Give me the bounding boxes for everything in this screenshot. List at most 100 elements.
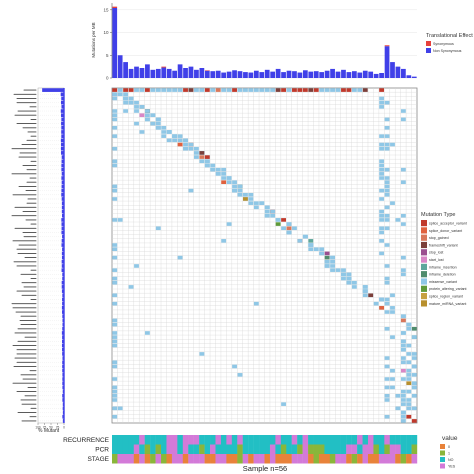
legend-translational-label: Synonymous bbox=[433, 42, 454, 46]
mutation-cell bbox=[341, 276, 346, 281]
mutation-cell bbox=[400, 398, 406, 402]
mutation-cell bbox=[215, 88, 221, 92]
mutation-cell bbox=[335, 268, 341, 272]
mutation-cell bbox=[112, 92, 118, 97]
mutation-cell bbox=[155, 226, 161, 231]
clinical-cell bbox=[188, 454, 194, 464]
mutation-cell bbox=[357, 88, 363, 92]
mutation-cell bbox=[411, 385, 417, 390]
pct-bar bbox=[62, 360, 64, 365]
mutation-cell bbox=[384, 310, 390, 314]
clinical-cell bbox=[259, 444, 265, 454]
mutation-cell bbox=[406, 322, 412, 327]
legend-mutation-swatch bbox=[421, 249, 427, 256]
clinical-cell bbox=[411, 435, 418, 445]
mutation-cell bbox=[177, 138, 183, 143]
legend-value-label: NO bbox=[448, 458, 454, 462]
tmb-bar-nonsyn bbox=[346, 72, 352, 78]
mutation-cell bbox=[384, 184, 390, 189]
mutation-cell bbox=[270, 88, 276, 92]
mutation-cell bbox=[155, 125, 161, 130]
clinical-cell bbox=[182, 454, 189, 464]
tmb-bar-nonsyn bbox=[259, 72, 265, 78]
clinical-cell bbox=[122, 435, 129, 445]
pct-bar bbox=[61, 142, 64, 147]
mutation-cell bbox=[204, 159, 210, 164]
mutation-cell bbox=[302, 88, 308, 92]
mutation-cell bbox=[281, 226, 286, 231]
mutation-cell bbox=[297, 88, 303, 92]
mutation-cell bbox=[319, 247, 325, 252]
clinical-cell bbox=[215, 444, 222, 454]
legend-mutation-title: Mutation Type bbox=[421, 212, 455, 218]
mutation-cell bbox=[379, 209, 385, 214]
mutation-cell bbox=[248, 88, 254, 92]
clinical-cell bbox=[242, 435, 249, 445]
mutation-cell bbox=[406, 381, 412, 386]
mutation-grid bbox=[111, 87, 418, 424]
mutation-cell bbox=[134, 105, 139, 109]
tmb-bar-nonsyn bbox=[188, 66, 194, 78]
mutation-cell bbox=[188, 146, 194, 151]
pct-bar bbox=[62, 314, 64, 319]
mutation-cell bbox=[134, 121, 139, 126]
mutation-cell bbox=[400, 377, 406, 381]
mutation-cell bbox=[243, 197, 248, 201]
clinical-cell bbox=[275, 454, 282, 464]
pct-bar bbox=[61, 159, 64, 164]
clinical-cell bbox=[171, 435, 178, 445]
clinical-cell bbox=[182, 435, 189, 445]
mutation-cell bbox=[400, 343, 406, 348]
mutation-cell bbox=[117, 406, 123, 411]
clinical-cell bbox=[237, 454, 243, 464]
clinical-cell bbox=[406, 454, 412, 464]
mutation-cell bbox=[243, 88, 248, 92]
mutation-cell bbox=[281, 402, 286, 406]
mutation-cell bbox=[275, 218, 281, 222]
clinical-cell bbox=[144, 435, 151, 445]
mutation-cell bbox=[144, 113, 150, 118]
mutation-cell bbox=[351, 88, 357, 92]
mutation-cell bbox=[335, 88, 341, 92]
mutation-cell bbox=[390, 310, 395, 314]
mutation-cell bbox=[406, 343, 412, 348]
mutation-cell bbox=[400, 272, 406, 277]
pct-bar bbox=[62, 356, 64, 360]
tmb-bar-nonsyn bbox=[264, 69, 270, 78]
tmb-bar-nonsyn bbox=[411, 76, 417, 78]
clinical-cell bbox=[313, 435, 320, 445]
mutation-cell bbox=[232, 88, 237, 92]
mutation-cell bbox=[193, 146, 199, 151]
clinical-cell bbox=[302, 454, 309, 464]
mutation-cell bbox=[221, 88, 227, 92]
clinical-cell bbox=[150, 444, 156, 454]
pct-bar bbox=[61, 222, 64, 226]
mutation-cell bbox=[319, 251, 325, 256]
tmb-bar-nonsyn bbox=[177, 64, 183, 78]
mutation-cell bbox=[400, 268, 406, 272]
mutation-cell bbox=[112, 109, 118, 113]
mutation-cell bbox=[400, 331, 406, 335]
clinical-cell bbox=[324, 435, 331, 445]
mutation-cell bbox=[183, 138, 188, 143]
tmb-bar-nonsyn bbox=[166, 68, 172, 78]
clinical-cell bbox=[269, 435, 276, 445]
pct-bar bbox=[61, 105, 64, 109]
legend-value-swatch bbox=[440, 457, 445, 462]
mutation-cell bbox=[384, 134, 390, 138]
mutation-cell bbox=[400, 419, 406, 423]
pct-bar bbox=[62, 347, 64, 352]
clinical-cell bbox=[128, 454, 134, 464]
mutation-cell bbox=[150, 121, 156, 126]
mutation-cell bbox=[395, 406, 401, 411]
tmb-plot-area bbox=[112, 3, 417, 78]
mutation-cell bbox=[384, 297, 390, 302]
clinical-cell bbox=[308, 444, 314, 454]
legend-value-swatch bbox=[440, 450, 445, 456]
clinical-cell bbox=[302, 444, 309, 454]
mutation-cell bbox=[379, 297, 385, 302]
pct-bar bbox=[61, 184, 64, 189]
clinical-track-label: STAGE bbox=[87, 456, 109, 463]
clinical-cell bbox=[248, 454, 254, 464]
